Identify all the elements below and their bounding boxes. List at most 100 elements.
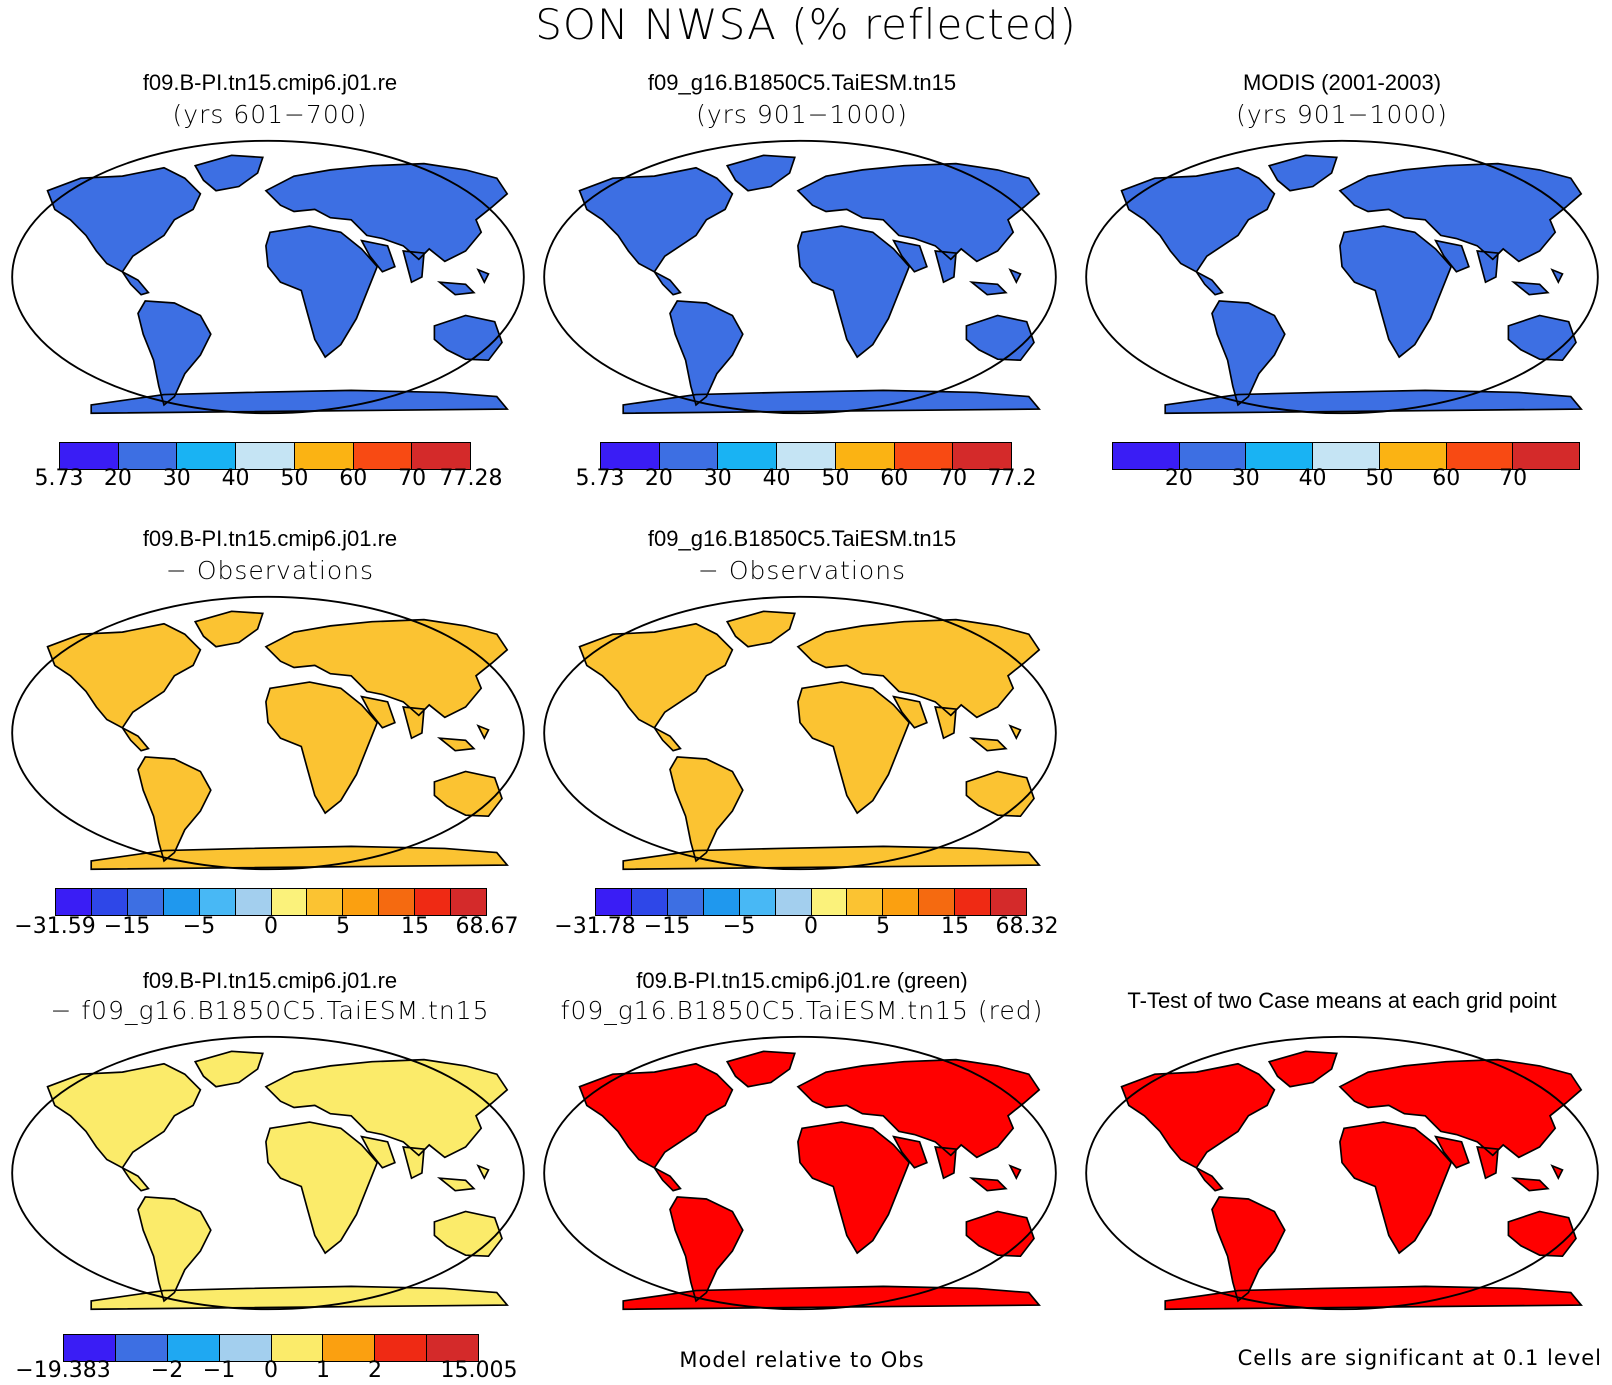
colorbar-segment: [1513, 443, 1580, 469]
colorbar-tick-label: 0: [804, 914, 818, 939]
figure-title: SON NWSA (% reflected): [535, 0, 1077, 49]
land-fill: [47, 155, 508, 414]
colorbar-segment: [1313, 443, 1380, 469]
panel-2-subtitle: (yrs 901−1000): [696, 100, 908, 129]
colorbar-segment: [353, 443, 413, 469]
land-fill: [579, 155, 1040, 414]
colorbar-segment: [118, 443, 178, 469]
colorbar-segment: [375, 1335, 428, 1361]
colorbar-ticks-panel-4: −31.59 −15 −5 0 5 15 68.67: [14, 914, 518, 944]
colorbar-segment: [1246, 443, 1314, 469]
colorbar-panel-2: [600, 442, 1012, 470]
colorbar-segment: [307, 889, 344, 915]
colorbar-segment: [60, 443, 119, 469]
colorbar-tick-label: 20: [644, 466, 673, 491]
colorbar-segment: [596, 889, 632, 915]
colorbar-segment: [56, 889, 92, 915]
colorbar-segment: [163, 889, 200, 915]
colorbar-segment: [811, 889, 848, 915]
land-fill: [47, 611, 508, 870]
panel-4-subtitle: − Observations: [165, 556, 375, 585]
colorbar-segment: [739, 889, 776, 915]
map-panel-1: [11, 139, 525, 415]
colorbar-panel-3: [1112, 442, 1580, 470]
colorbar-panel-1: [59, 442, 471, 470]
colorbar-tick-label: 70: [398, 466, 427, 491]
colorbar-segment: [219, 1335, 272, 1361]
colorbar-tick-label: 0: [264, 1358, 278, 1383]
colorbar-tick-label: 68.32: [995, 914, 1059, 939]
map-frame: [543, 1035, 1057, 1311]
colorbar-tick-label: −31.78: [554, 914, 636, 939]
colorbar-segment: [412, 443, 471, 469]
colorbar-tick-label: 2: [368, 1358, 382, 1383]
colorbar-tick-label: 68.67: [455, 914, 519, 939]
map-frame: [11, 1035, 525, 1311]
panel-1-title: f09.B-PI.tn15.cmip6.j01.re: [142, 70, 398, 95]
colorbar-tick-label: −1: [202, 1358, 236, 1383]
colorbar-segment: [919, 889, 956, 915]
colorbar-segment: [703, 889, 740, 915]
colorbar-tick-label: 5.73: [575, 466, 625, 491]
map-panel-3: [1085, 139, 1599, 415]
colorbar-tick-label: 60: [339, 466, 368, 491]
colorbar-tick-label: 77.28: [439, 466, 503, 491]
colorbar-segment: [1379, 443, 1447, 469]
colorbar-ticks-panel-2: 5.73 20 30 40 50 60 70 77.2: [576, 466, 1037, 496]
colorbar-segment: [294, 443, 354, 469]
colorbar-segment: [177, 443, 237, 469]
colorbar-tick-label: 20: [103, 466, 132, 491]
colorbar-tick-label: 50: [280, 466, 309, 491]
panel-7-title: f09.B-PI.tn15.cmip6.j01.re (green): [636, 968, 968, 993]
map-frame: [543, 595, 1057, 871]
colorbar-segment: [1446, 443, 1514, 469]
colorbar-tick-label: 77.2: [987, 466, 1037, 491]
colorbar-tick-label: 15.005: [440, 1358, 518, 1383]
colorbar-tick-label: 1: [316, 1358, 330, 1383]
colorbar-tick-label: 20: [1164, 466, 1193, 491]
colorbar-segment: [777, 443, 836, 469]
colorbar-segment: [64, 1335, 116, 1361]
colorbar-tick-label: 40: [762, 466, 791, 491]
colorbar-tick-label: 30: [703, 466, 732, 491]
map-panel-2: [543, 139, 1057, 415]
colorbar-tick-label: 15: [401, 914, 429, 939]
colorbar-segment: [323, 1335, 376, 1361]
colorbar-segment: [199, 889, 236, 915]
panel-4-title: f09.B-PI.tn15.cmip6.j01.re: [142, 526, 398, 551]
colorbar-segment: [115, 1335, 168, 1361]
colorbar-tick-label: 60: [880, 466, 909, 491]
panel-7-subtitle: f09_g16.B1850C5.TaiESM.tn15 (red): [560, 996, 1044, 1025]
colorbar-segment: [955, 889, 992, 915]
colorbar-tick-label: 40: [1298, 466, 1327, 491]
map-panel-7: [543, 1035, 1057, 1311]
panel-2-title: f09_g16.B1850C5.TaiESM.tn15: [647, 70, 957, 95]
colorbar-tick-label: 0: [264, 914, 278, 939]
panel-6-subtitle: − f09_g16.B1850C5.TaiESM.tn15: [50, 996, 490, 1025]
colorbar-segment: [235, 889, 272, 915]
colorbar-panel-5: [595, 888, 1027, 916]
map-panel-8: [1085, 1035, 1599, 1311]
colorbar-tick-label: 50: [821, 466, 850, 491]
colorbar-segment: [953, 443, 1012, 469]
map-panel-5: [543, 595, 1057, 871]
colorbar-tick-label: 30: [162, 466, 191, 491]
map-frame: [1085, 139, 1599, 415]
colorbar-tick-label: 70: [939, 466, 968, 491]
colorbar-segment: [343, 889, 380, 915]
colorbar-tick-label: 70: [1499, 466, 1528, 491]
panel-3-title: MODIS (2001-2003): [1242, 70, 1442, 95]
colorbar-tick-label: −19.383: [15, 1358, 111, 1383]
map-panel-4: [11, 595, 525, 871]
colorbar-segment: [835, 443, 895, 469]
colorbar-segment: [379, 889, 416, 915]
colorbar-segment: [1113, 443, 1180, 469]
land-fill: [579, 611, 1040, 870]
colorbar-ticks-panel-3: 20 30 40 50 60 70: [1112, 466, 1580, 496]
colorbar-tick-label: −5: [722, 914, 756, 939]
colorbar-ticks-panel-5: −31.78 −15 −5 0 5 15 68.32: [554, 914, 1058, 944]
colorbar-segment: [91, 889, 128, 915]
colorbar-segment: [667, 889, 704, 915]
colorbar-tick-label: 60: [1432, 466, 1461, 491]
colorbar-segment: [271, 889, 308, 915]
